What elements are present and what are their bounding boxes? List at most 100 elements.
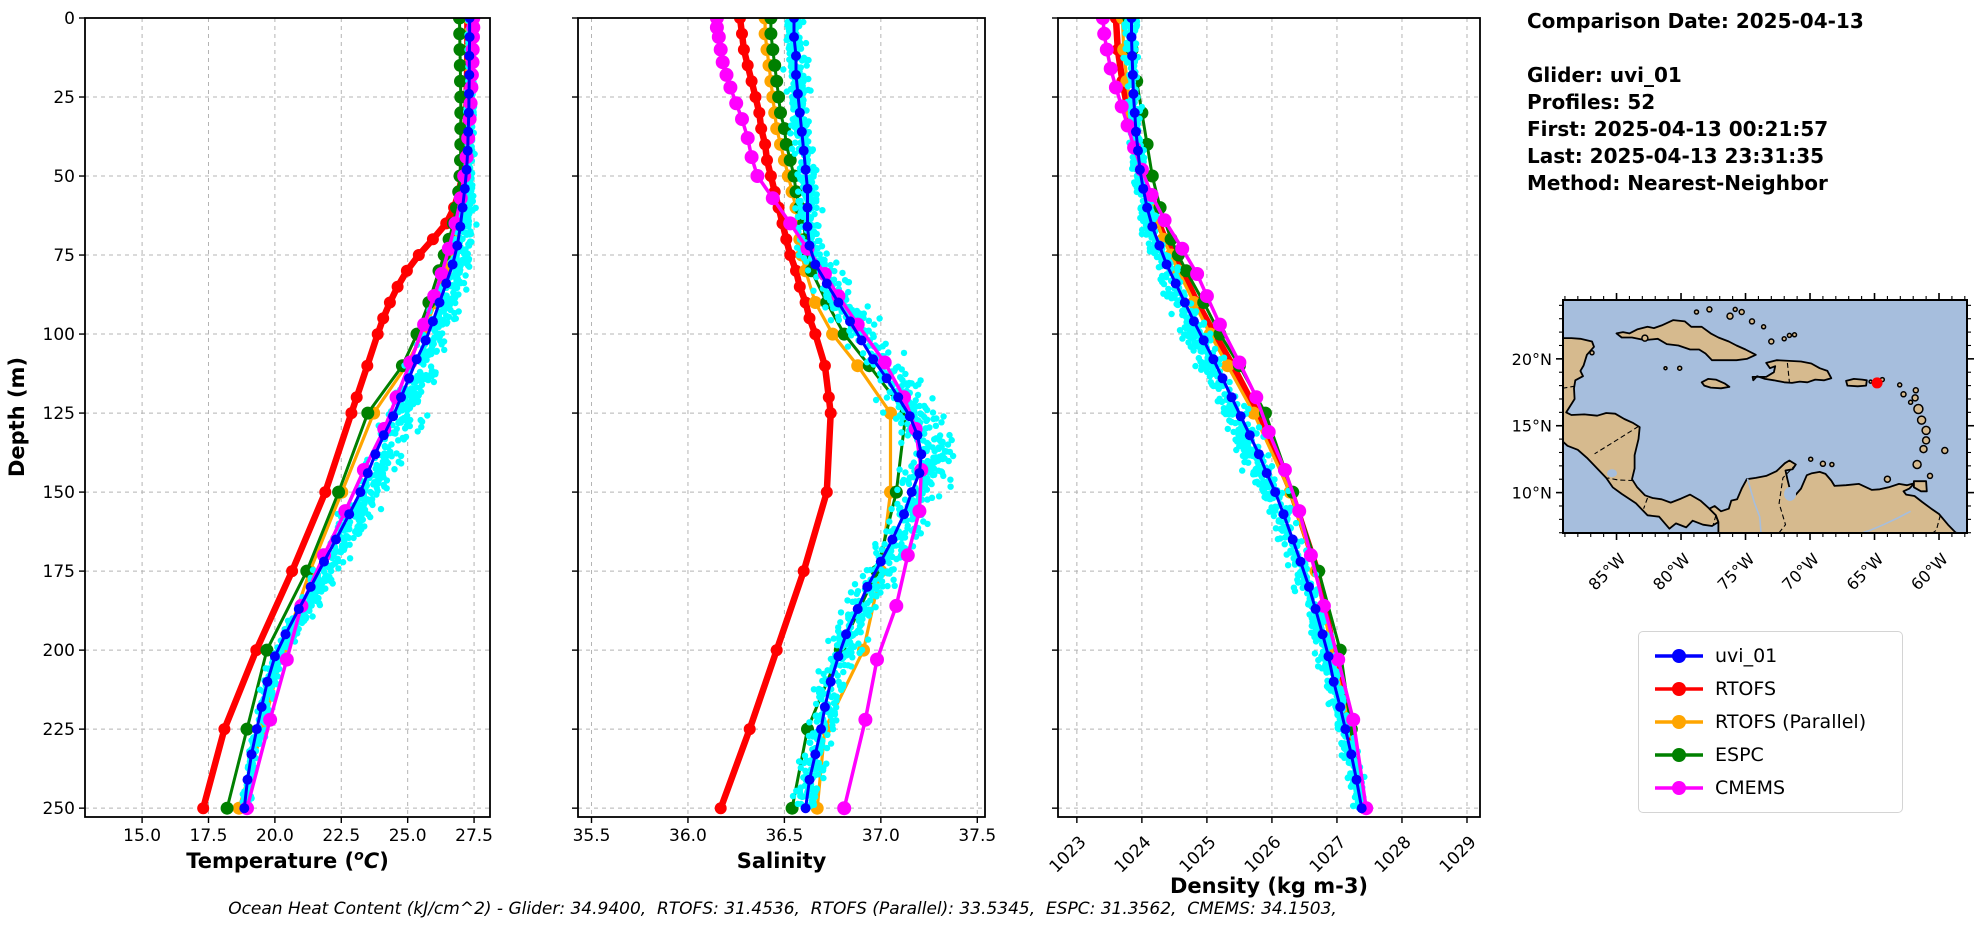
map-small-island <box>1907 399 1914 406</box>
temperature-xtick-label: 20.0 <box>256 826 294 846</box>
map-small-island <box>1589 350 1595 356</box>
salinity-xtick-label: 36.5 <box>765 826 803 846</box>
map-lon-label: 65°W <box>1843 549 1888 594</box>
map-small-island <box>1676 365 1683 371</box>
depth-tick-label: 0 <box>64 9 75 29</box>
salinity-plot: 35.5 36.0 36.5 37.0 37.5 Salinity <box>572 17 996 873</box>
map-lon-label: 60°W <box>1907 549 1952 594</box>
map-small-island <box>1738 308 1745 316</box>
glider-location-marker <box>1871 377 1883 389</box>
density-series-uvi-01 <box>1126 18 1367 814</box>
legend-label: RTOFS (Parallel) <box>1715 710 1867 733</box>
map-lat-label: 15°N <box>1512 417 1552 436</box>
legend-item-rtofs-parallel-: RTOFS (Parallel) <box>1653 711 1888 733</box>
salinity-glider-scatter <box>780 18 957 811</box>
temperature-xtick-label: 22.5 <box>322 826 360 846</box>
density-plot: 1023 1024 1025 1026 1027 1028 1029 Density (kg … <box>1046 17 1481 898</box>
map-small-island <box>1760 324 1767 330</box>
map-lon-label: 85°W <box>1585 549 1630 594</box>
map-small-island <box>1786 332 1793 339</box>
depth-tick-label: 150 <box>43 483 75 503</box>
depth-tick-label: 175 <box>43 562 75 582</box>
map-river <box>1861 510 1911 533</box>
glider-name-text: Glider: uvi_01 <box>1527 63 1682 87</box>
first-profile-time-text: First: 2025-04-13 00:21:57 <box>1527 117 1829 141</box>
map-small-island <box>1926 472 1934 480</box>
last-profile-time-text: Last: 2025-04-13 23:31:35 <box>1527 144 1825 168</box>
salinity-xtick-label: 36.0 <box>669 826 707 846</box>
map-small-island <box>1641 334 1649 342</box>
map-small-island <box>1912 387 1920 394</box>
temperature-xtick-label: 17.5 <box>190 826 228 846</box>
map-land-jamaica <box>1700 378 1731 390</box>
temperature-xtick-label: 27.5 <box>455 826 493 846</box>
map-lon-label: 70°W <box>1778 549 1823 594</box>
legend-item-uvi-01: uvi_01 <box>1653 645 1888 667</box>
depth-tick-label: 225 <box>43 720 75 740</box>
legend-line-sample <box>1655 747 1703 762</box>
lake-nicaragua <box>1607 469 1618 478</box>
map-small-island <box>1663 365 1668 371</box>
depth-tick-label: 100 <box>43 325 75 345</box>
density-xtick-label: 1027 <box>1306 832 1351 877</box>
temperature-xtick-label: 15.0 <box>123 826 161 846</box>
depth-tick-label: 250 <box>43 799 75 819</box>
density-xtick-label: 1026 <box>1241 832 1286 877</box>
depth-tick-label: 125 <box>43 404 75 424</box>
map-small-island <box>1791 332 1798 338</box>
legend: uvi_01 RTOFS RTOFS (Parallel) ESPC CMEMS <box>1638 631 1903 813</box>
map-lon-label: 75°W <box>1714 549 1759 594</box>
map-small-island <box>1921 425 1931 436</box>
density-xtick-label: 1025 <box>1176 832 1221 877</box>
map-lon-label: 80°W <box>1649 549 1694 594</box>
legend-label: RTOFS <box>1715 678 1777 701</box>
map-small-island <box>1941 446 1949 455</box>
map-land-puerto-rico <box>1845 378 1868 388</box>
depth-tick-label: 25 <box>53 88 75 108</box>
map-small-island <box>1706 306 1713 313</box>
map-small-island <box>1913 403 1924 415</box>
density-xtick-label: 1024 <box>1111 832 1156 877</box>
info-spacer <box>1527 35 1967 62</box>
depth-axis-title: Depth (m) <box>5 357 29 477</box>
map-river <box>1746 478 1762 533</box>
map-small-island <box>1900 391 1907 398</box>
legend-line-sample <box>1655 714 1703 729</box>
density-axis-ticks: 1023 1024 1025 1026 1027 1028 1029 <box>1046 17 1481 877</box>
map-land-central-america <box>1563 337 1720 530</box>
map-small-island <box>1919 444 1928 454</box>
map-small-island <box>1807 456 1814 462</box>
map-small-island <box>1726 312 1734 320</box>
salinity-series-rtofs <box>714 18 837 815</box>
salinity-axis-title: Salinity <box>737 849 827 873</box>
map-frame <box>1562 299 1968 534</box>
map-small-island <box>1732 306 1738 313</box>
map-land-trinidad <box>1913 480 1928 493</box>
salinity-axis-ticks: 35.5 36.0 36.5 37.0 37.5 <box>572 17 996 846</box>
map-small-island <box>1819 460 1827 468</box>
comparison-date-text: Comparison Date: 2025-04-13 <box>1527 9 1864 33</box>
map-land-hispaniola <box>1751 359 1833 384</box>
map-small-island <box>1781 336 1787 342</box>
temperature-axis-title: Temperature (oC) <box>186 848 389 873</box>
temperature-xtick-label: 25.0 <box>389 826 427 846</box>
legend-item-cmems: CMEMS <box>1653 777 1888 799</box>
map-land-south-america <box>1708 459 1960 533</box>
map-small-island <box>1896 382 1903 388</box>
map-small-island <box>1768 338 1775 345</box>
map-border <box>1563 385 1575 389</box>
legend-line-sample <box>1655 780 1703 795</box>
map-small-island <box>1916 415 1927 425</box>
map-small-island <box>1921 436 1931 445</box>
temperature-series-uvi-01 <box>239 18 475 814</box>
map-small-island <box>1693 309 1700 315</box>
map-lat-label: 10°N <box>1512 484 1552 503</box>
map-lat-label: 20°N <box>1512 350 1552 369</box>
map-border <box>1594 425 1639 455</box>
map-small-island <box>1912 459 1922 470</box>
map-small-island <box>1911 394 1919 402</box>
salinity-grid <box>578 17 985 817</box>
density-xtick-label: 1029 <box>1436 832 1481 877</box>
salinity-xtick-label: 35.5 <box>573 826 611 846</box>
